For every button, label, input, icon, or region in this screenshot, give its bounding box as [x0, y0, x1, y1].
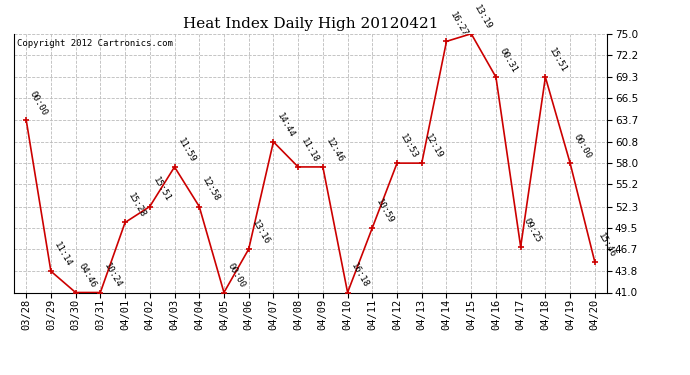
- Text: 15:51: 15:51: [546, 46, 568, 74]
- Text: 10:59: 10:59: [374, 197, 395, 225]
- Text: 16:27: 16:27: [448, 11, 469, 39]
- Text: 04:46: 04:46: [77, 262, 98, 290]
- Text: 15:51: 15:51: [151, 176, 172, 204]
- Text: 15:28: 15:28: [126, 192, 148, 220]
- Text: 00:00: 00:00: [28, 89, 49, 117]
- Text: 13:16: 13:16: [250, 219, 271, 246]
- Text: 13:19: 13:19: [473, 3, 494, 31]
- Text: 11:59: 11:59: [176, 136, 197, 164]
- Title: Heat Index Daily High 20120421: Heat Index Daily High 20120421: [183, 17, 438, 31]
- Text: 15:46: 15:46: [596, 231, 618, 259]
- Text: 16:18: 16:18: [349, 262, 371, 290]
- Text: 00:31: 00:31: [497, 46, 519, 74]
- Text: 13:53: 13:53: [398, 133, 420, 160]
- Text: 10:24: 10:24: [101, 262, 123, 290]
- Text: 14:44: 14:44: [275, 111, 296, 139]
- Text: 00:00: 00:00: [571, 133, 593, 160]
- Text: 11:14: 11:14: [52, 241, 74, 268]
- Text: 00:00: 00:00: [226, 262, 246, 290]
- Text: 11:18: 11:18: [299, 136, 321, 164]
- Text: 12:58: 12:58: [201, 176, 222, 204]
- Text: Copyright 2012 Cartronics.com: Copyright 2012 Cartronics.com: [17, 39, 172, 48]
- Text: 12:19: 12:19: [423, 133, 444, 160]
- Text: 09:25: 09:25: [522, 216, 543, 244]
- Text: 12:46: 12:46: [324, 136, 346, 164]
